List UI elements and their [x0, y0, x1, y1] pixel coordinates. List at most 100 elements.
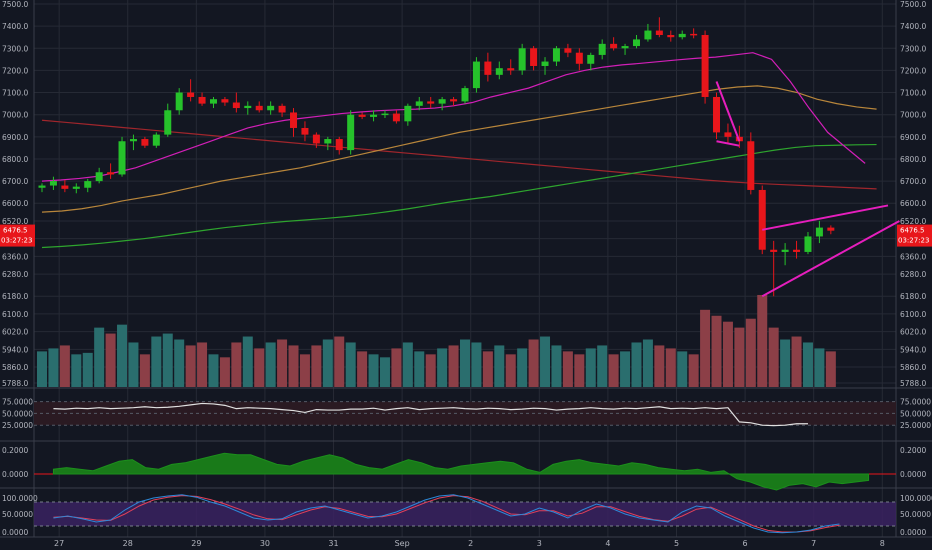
candle-body[interactable] [141, 139, 149, 146]
candle-body[interactable] [278, 105, 286, 113]
candle-body[interactable] [815, 227, 823, 237]
candle-body[interactable] [770, 249, 778, 252]
candle-body[interactable] [827, 227, 835, 231]
volume-bar [642, 339, 653, 387]
candle-body[interactable] [38, 185, 46, 188]
candle-body[interactable] [781, 249, 789, 252]
volume-bar [460, 339, 470, 387]
volume-bar [734, 327, 745, 387]
left-price-tick: 6600.0 [2, 199, 28, 208]
candle-body[interactable] [164, 110, 172, 135]
right-macd-tick: 0.2000 [900, 446, 926, 455]
candle-body[interactable] [49, 181, 57, 186]
drawing-base-line[interactable] [716, 140, 740, 147]
candle-body[interactable] [541, 61, 549, 66]
triangle-lower-line[interactable] [761, 220, 900, 298]
candle-body[interactable] [701, 34, 709, 97]
candle-body[interactable] [758, 189, 766, 250]
candle-body[interactable] [221, 99, 229, 103]
left-price-tick: 6280.0 [2, 270, 28, 279]
left-price-tick: 6520.0 [2, 217, 28, 226]
candle-body[interactable] [312, 134, 320, 144]
drawing-upper-sell-line[interactable] [715, 81, 741, 142]
candle-body[interactable] [484, 61, 492, 75]
candle-body[interactable] [461, 88, 469, 102]
candle-body[interactable] [267, 105, 275, 111]
candle-body[interactable] [450, 99, 458, 102]
candle-body[interactable] [84, 181, 92, 188]
candle-body[interactable] [427, 101, 435, 104]
triangle-upper-line[interactable] [762, 204, 889, 231]
candle-body[interactable] [530, 48, 538, 66]
candle-body[interactable] [587, 54, 595, 64]
candle-body[interactable] [255, 105, 263, 111]
candle-body[interactable] [575, 52, 583, 64]
left-rsi-tick: 75.0000 [2, 398, 33, 407]
candle-body[interactable] [107, 172, 115, 175]
volume-bar [391, 348, 402, 387]
candle-body[interactable] [564, 48, 572, 53]
candle-body[interactable] [667, 34, 675, 38]
candle-body[interactable] [598, 43, 606, 55]
candle-body[interactable] [747, 141, 755, 190]
candle-body[interactable] [404, 105, 412, 122]
candle-body[interactable] [358, 114, 366, 117]
right-price-tick: 6900.0 [900, 133, 926, 142]
triangle-drawing[interactable] [715, 81, 900, 298]
candle-body[interactable] [175, 92, 183, 111]
candle-body[interactable] [118, 141, 126, 175]
candle-body[interactable] [187, 92, 195, 97]
volume-bar [471, 342, 482, 387]
candle-body[interactable] [644, 30, 652, 40]
candle-body[interactable] [678, 33, 686, 38]
rsi-line [53, 402, 808, 427]
candle-body[interactable] [507, 68, 515, 71]
candle-body[interactable] [209, 99, 217, 104]
candle-body[interactable] [713, 96, 721, 133]
candle-body[interactable] [347, 114, 355, 151]
candle-body[interactable] [724, 132, 732, 137]
volume-bar [174, 339, 185, 387]
candle-body[interactable] [415, 101, 423, 106]
rsi-pane[interactable] [34, 401, 896, 427]
volume-bar [745, 318, 756, 387]
volume-bar [505, 354, 516, 387]
candle-body[interactable] [518, 48, 526, 71]
candle-body[interactable] [335, 139, 343, 151]
candle-body[interactable] [438, 99, 446, 104]
price-badges: 6476.5 03:27:23 6476.5 03:27:23 [0, 224, 932, 247]
candle-body[interactable] [95, 172, 103, 182]
candle-body[interactable] [621, 46, 629, 49]
candle-body[interactable] [61, 185, 69, 189]
candle-body[interactable] [552, 48, 560, 62]
macd-pane[interactable] [34, 452, 896, 491]
candle-body[interactable] [324, 139, 332, 144]
candlesticks[interactable] [38, 17, 835, 297]
right-stoch-tick: 0.0000 [900, 528, 926, 537]
stoch-pane[interactable] [34, 494, 896, 534]
left-price-tick: 7300.0 [2, 44, 28, 53]
candle-body[interactable] [632, 39, 640, 47]
candle-body[interactable] [793, 249, 801, 252]
candle-body[interactable] [72, 186, 80, 189]
candle-body[interactable] [152, 134, 160, 146]
left-price-tick: 6700.0 [2, 177, 28, 186]
candle-body[interactable] [129, 139, 137, 142]
candle-body[interactable] [804, 236, 812, 252]
candle-body[interactable] [610, 43, 618, 49]
candle-body[interactable] [690, 33, 698, 36]
candle-body[interactable] [381, 113, 389, 116]
candle-body[interactable] [392, 113, 400, 122]
candle-body[interactable] [301, 127, 309, 135]
candle-body[interactable] [290, 112, 298, 128]
candle-body[interactable] [370, 114, 378, 117]
candle-body[interactable] [495, 68, 503, 75]
candle-body[interactable] [232, 102, 240, 109]
candle-body[interactable] [655, 30, 663, 35]
time-tick-label: 27 [54, 539, 64, 548]
candle-body[interactable] [244, 105, 252, 109]
candle-body[interactable] [472, 61, 480, 89]
volume-bar [414, 351, 425, 387]
candle-body[interactable] [198, 96, 206, 104]
